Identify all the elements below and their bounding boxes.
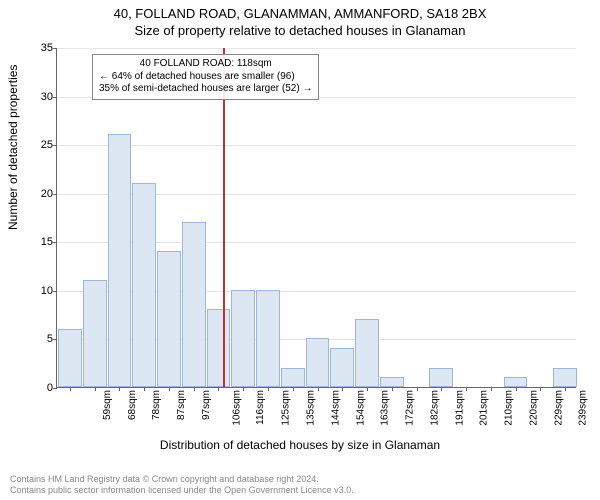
ytick-mark [53,388,57,389]
x-axis-label: Distribution of detached houses by size … [0,438,600,452]
xtick-label: 87sqm [176,390,187,420]
xtick-mark [491,387,492,391]
annotation-line-3: 35% of semi-detached houses are larger (… [99,83,312,96]
xtick-label: 106sqm [231,390,242,426]
histogram-bar [157,251,181,387]
histogram-bar [207,309,231,387]
histogram-bar [504,377,528,387]
page-subtitle: Size of property relative to detached ho… [0,21,600,38]
xtick-label: 125sqm [281,390,292,426]
attribution-line-1: Contains HM Land Registry data © Crown c… [10,474,590,485]
xtick-label: 182sqm [429,390,440,426]
attribution-line-2: Contains public sector information licen… [10,485,590,496]
xtick-mark [318,387,319,391]
xtick-label: 59sqm [102,390,113,420]
ytick-label: 25 [41,139,53,151]
xtick-label: 210sqm [504,390,515,426]
xtick-mark [516,387,517,391]
y-axis-label: Number of detached properties [6,65,20,230]
xtick-label: 144sqm [330,390,341,426]
xtick-label: 154sqm [355,390,366,426]
histogram-bar [553,368,577,387]
histogram-bar [182,222,206,387]
xtick-label: 201sqm [479,390,490,426]
histogram-bar [58,329,82,387]
histogram-bar [83,280,107,387]
xtick-label: 239sqm [578,390,589,426]
xtick-mark [540,387,541,391]
xtick-mark [268,387,269,391]
xtick-label: 97sqm [201,390,212,420]
histogram-bar [231,290,255,387]
xtick-mark [70,387,71,391]
page-title: 40, FOLLAND ROAD, GLANAMMAN, AMMANFORD, … [0,0,600,21]
xtick-mark [367,387,368,391]
histogram-bar [132,183,156,387]
annotation-box: 40 FOLLAND ROAD: 118sqm ← 64% of detache… [92,54,319,100]
ytick-label: 0 [47,382,53,394]
chart-container: 40, FOLLAND ROAD, GLANAMMAN, AMMANFORD, … [0,0,600,500]
xtick-label: 116sqm [255,390,266,425]
histogram-bar [256,290,280,387]
xtick-label: 135sqm [306,390,317,426]
xtick-label: 78sqm [151,390,162,420]
histogram-bar [330,348,354,387]
annotation-line-1: 40 FOLLAND ROAD: 118sqm [99,58,312,71]
xtick-mark [95,387,96,391]
xtick-mark [342,387,343,391]
xtick-mark [119,387,120,391]
histogram-bar [108,134,132,387]
xtick-mark [417,387,418,391]
annotation-line-2: ← 64% of detached houses are smaller (96… [99,71,312,84]
ytick-mark [53,339,57,340]
xtick-mark [194,387,195,391]
ytick-mark [53,48,57,49]
plot-area: 0510152025303559sqm68sqm78sqm87sqm97sqm1… [56,48,576,388]
histogram-bar [380,377,404,387]
histogram-bar [355,319,379,387]
xtick-label: 229sqm [553,390,564,426]
gridline [57,145,576,146]
xtick-mark [243,387,244,391]
ytick-mark [53,291,57,292]
ytick-mark [53,145,57,146]
histogram-bar [281,368,305,387]
xtick-mark [565,387,566,391]
xtick-label: 191sqm [454,390,465,426]
xtick-mark [144,387,145,391]
xtick-mark [169,387,170,391]
ytick-label: 10 [41,285,53,297]
gridline [57,48,576,49]
ytick-mark [53,194,57,195]
xtick-mark [441,387,442,391]
xtick-mark [218,387,219,391]
xtick-label: 220sqm [528,390,539,426]
ytick-label: 5 [47,333,53,345]
xtick-mark [293,387,294,391]
xtick-label: 68sqm [127,390,138,420]
histogram-bar [306,338,330,387]
histogram-bar [429,368,453,387]
ytick-label: 30 [41,91,53,103]
ytick-label: 35 [41,42,53,54]
xtick-mark [392,387,393,391]
ytick-label: 15 [41,236,53,248]
xtick-label: 172sqm [405,390,416,426]
ytick-label: 20 [41,188,53,200]
ytick-mark [53,97,57,98]
ytick-mark [53,242,57,243]
xtick-label: 163sqm [380,390,391,426]
xtick-mark [466,387,467,391]
attribution: Contains HM Land Registry data © Crown c… [10,474,590,497]
